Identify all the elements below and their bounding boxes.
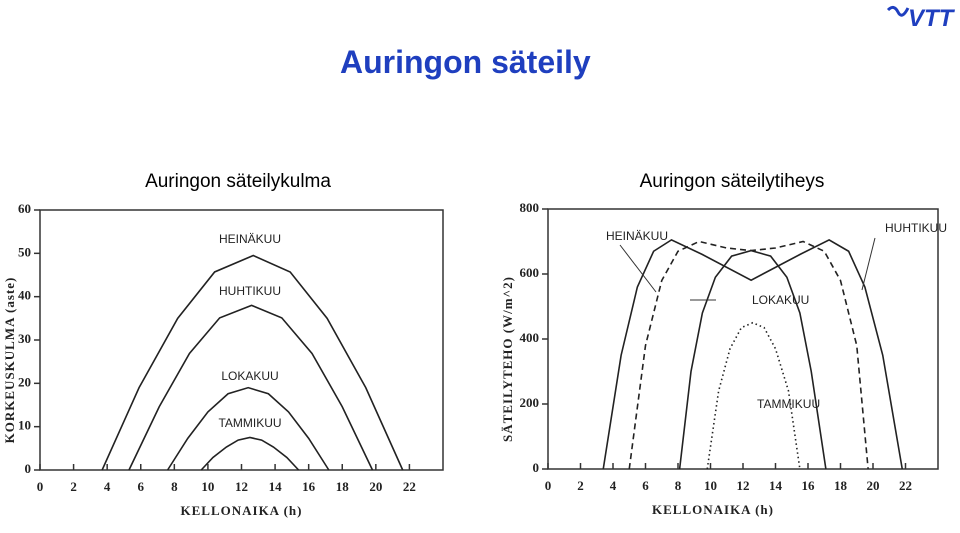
x-tick-label: 4 [610, 478, 617, 493]
y-tick-label: 60 [18, 201, 31, 216]
chart-subtitle: Auringon säteilytiheys [640, 171, 825, 192]
y-tick-label: 0 [533, 460, 540, 475]
x-tick-label: 2 [70, 479, 77, 494]
x-tick-label: 2 [577, 478, 584, 493]
x-axis-label: KELLONAIKA (h) [652, 502, 774, 517]
chart-subtitle: Auringon säteilykulma [145, 171, 331, 192]
x-tick-label: 18 [336, 479, 350, 494]
x-tick-label: 10 [704, 478, 717, 493]
logo: VTT [908, 5, 956, 32]
x-tick-label: 6 [138, 479, 145, 494]
x-tick-label: 8 [675, 478, 682, 493]
slide-title: Auringon säteily [340, 44, 591, 80]
series-line [101, 254, 404, 471]
x-tick-label: 12 [737, 478, 750, 493]
x-tick-label: 18 [834, 478, 848, 493]
series-label: TAMMIKUU [757, 397, 820, 411]
series-label: LOKAKUU [752, 293, 809, 307]
y-axis-label: SÄTEILYTEHO (W/m^2) [500, 276, 515, 442]
x-tick-label: 0 [545, 478, 552, 493]
x-tick-label: 8 [171, 479, 178, 494]
y-tick-label: 30 [18, 331, 31, 346]
series-line [166, 386, 330, 471]
x-tick-label: 6 [642, 478, 649, 493]
x-tick-label: 22 [899, 478, 912, 493]
y-axis-label: KORKEUSKULMA (aste) [2, 277, 17, 444]
y-tick-label: 0 [25, 461, 32, 476]
plot-frame [39, 209, 444, 471]
leader-line [861, 237, 876, 291]
series-line [602, 238, 904, 470]
series-line [678, 249, 827, 470]
x-tick-label: 20 [867, 478, 880, 493]
x-tick-label: 0 [37, 479, 44, 494]
x-tick-label: 16 [802, 478, 816, 493]
series-line [628, 240, 869, 470]
series-label: HEINÄKUU [219, 232, 281, 246]
series-line [706, 321, 801, 470]
series-label: TAMMIKUU [218, 416, 281, 430]
y-tick-label: 800 [520, 200, 540, 215]
series-label: HUHTIKUU [885, 221, 947, 235]
y-tick-label: 600 [520, 265, 540, 280]
x-tick-label: 16 [302, 479, 316, 494]
y-tick-label: 50 [18, 244, 31, 259]
y-tick-label: 200 [520, 395, 540, 410]
y-tick-label: 20 [18, 374, 31, 389]
logo-mark [886, 5, 910, 17]
y-tick-label: 400 [520, 330, 540, 345]
x-tick-label: 12 [235, 479, 248, 494]
x-tick-label: 14 [769, 478, 783, 493]
x-tick-label: 10 [201, 479, 214, 494]
plot-frame [547, 208, 939, 470]
leader-line [619, 244, 657, 293]
x-tick-label: 14 [269, 479, 283, 494]
x-tick-label: 20 [369, 479, 382, 494]
series-line [128, 304, 374, 471]
x-tick-label: 22 [403, 479, 416, 494]
series-label: HUHTIKUU [219, 284, 281, 298]
x-tick-label: 4 [104, 479, 111, 494]
x-axis-label: KELLONAIKA (h) [181, 503, 303, 518]
y-tick-label: 10 [18, 418, 31, 433]
series-label: LOKAKUU [221, 369, 278, 383]
series-label: HEINÄKUU [606, 229, 668, 243]
series-line [200, 436, 300, 471]
y-tick-label: 40 [18, 288, 31, 303]
